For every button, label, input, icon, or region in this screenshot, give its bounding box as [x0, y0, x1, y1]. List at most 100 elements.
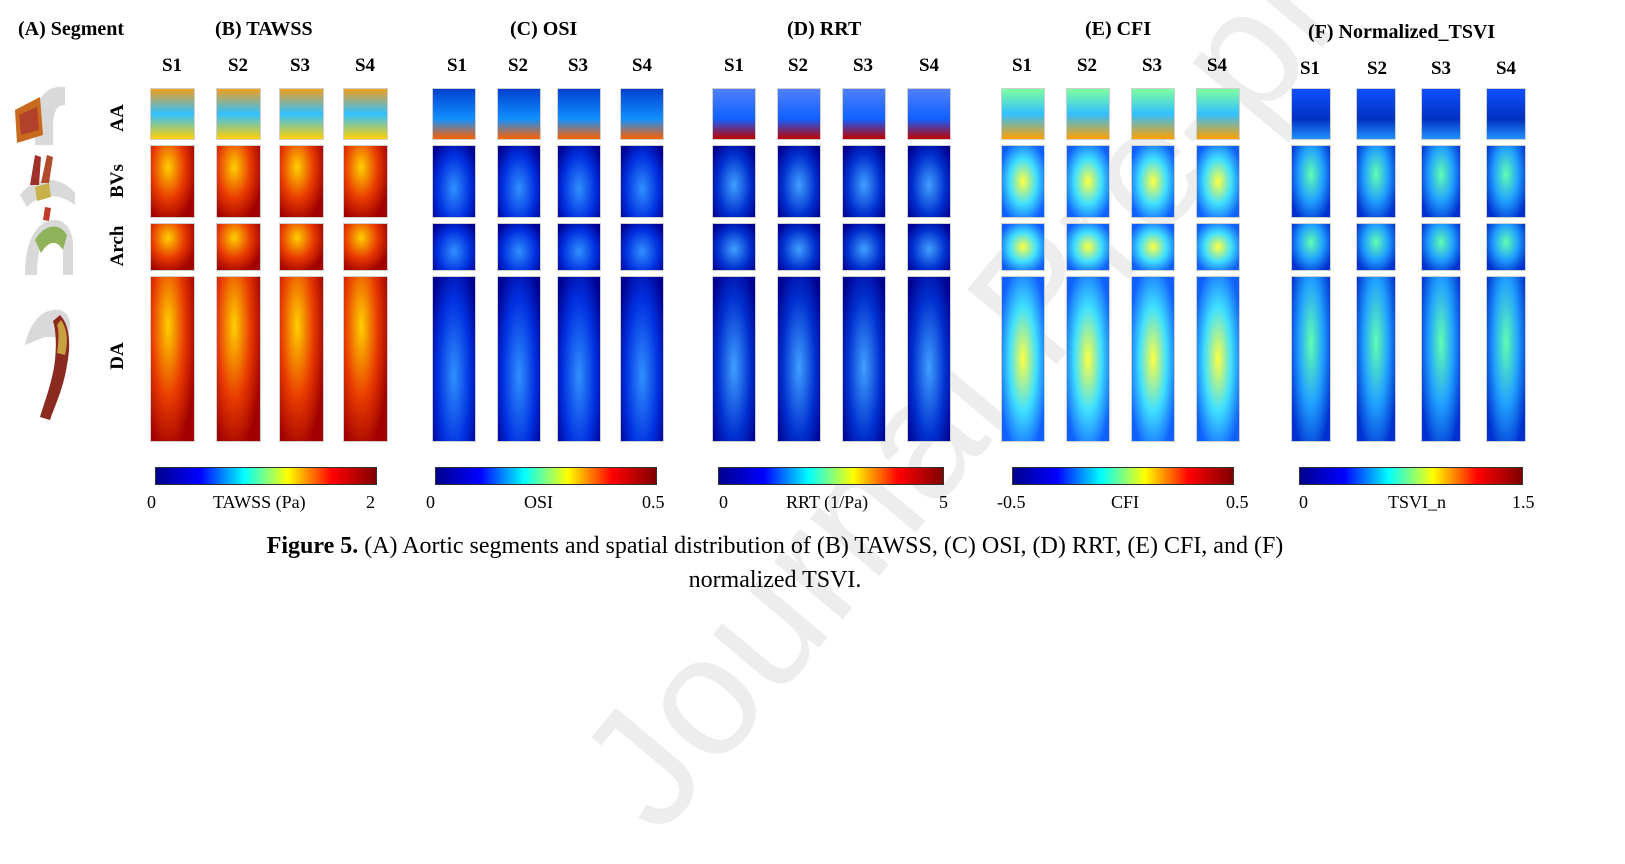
heatmap-osi-da-s3 [557, 276, 601, 442]
heatmap-cfi-bvs-s1 [1001, 145, 1045, 218]
panel-c-title: (C) OSI [510, 18, 578, 40]
heatmap-tawss-bvs-s4 [343, 145, 388, 218]
panel-b-title: (B) TAWSS [215, 18, 313, 40]
heatmap-cfi-arch-s4 [1196, 223, 1240, 271]
figure-caption-label: Figure 5. [266, 533, 359, 559]
figure-caption-line2: normalized TSVI. [688, 567, 862, 593]
heatmap-osi-aa-s4 [620, 88, 664, 140]
tsvi-label: TSVI_n [1388, 492, 1446, 512]
heatmap-tawss-arch-s2 [216, 223, 261, 271]
heatmap-tsvi-bvs-s3 [1421, 145, 1461, 218]
heatmap-osi-bvs-s1 [432, 145, 476, 218]
aorta-arch-thumbnail [25, 207, 73, 275]
heatmap-rrt-arch-s2 [777, 223, 821, 271]
heatmap-rrt-bvs-s2 [777, 145, 821, 218]
heatmap-tawss-arch-s3 [279, 223, 324, 271]
col-label-c-s2: S2 [507, 55, 529, 76]
heatmap-rrt-da-s3 [842, 276, 886, 442]
cfi-min-tick: -0.5 [997, 492, 1026, 512]
col-label-d-s4: S4 [918, 55, 940, 76]
cfi-label: CFI [1111, 492, 1140, 512]
heatmap-osi-arch-s2 [497, 223, 541, 271]
heatmap-osi-da-s1 [432, 276, 476, 442]
heatmap-tsvi-da-s3 [1421, 276, 1461, 442]
cfi-max-tick: 0.5 [1226, 492, 1249, 512]
heatmap-tsvi-arch-s3 [1421, 223, 1461, 271]
heatmap-cfi-da-s4 [1196, 276, 1240, 442]
rrt-label: RRT (1/Pa) [786, 492, 869, 512]
col-label-f-s4: S4 [1495, 58, 1517, 79]
col-label-d-s2: S2 [787, 55, 809, 76]
col-label-f-s1: S1 [1299, 58, 1321, 79]
heatmap-tawss-aa-s4 [343, 88, 388, 140]
heatmap-cfi-da-s1 [1001, 276, 1045, 442]
heatmap-cfi-arch-s3 [1131, 223, 1175, 271]
heatmap-tsvi-da-s4 [1486, 276, 1526, 442]
aorta-bvs-thumbnail [20, 155, 75, 207]
col-label-e-s4: S4 [1206, 55, 1228, 76]
heatmap-rrt-aa-s1 [712, 88, 756, 140]
tawss-min-tick: 0 [147, 492, 156, 512]
col-label-e-s3: S3 [1141, 55, 1163, 76]
heatmap-rrt-bvs-s3 [842, 145, 886, 218]
heatmap-tsvi-arch-s4 [1486, 223, 1526, 271]
col-label-d-s3: S3 [852, 55, 874, 76]
heatmap-tsvi-da-s1 [1291, 276, 1331, 442]
panel-f-title: (F) Normalized_TSVI [1308, 21, 1496, 43]
colorbar-cfi [1012, 467, 1234, 485]
heatmap-osi-bvs-s4 [620, 145, 664, 218]
colorbar-tawss [155, 467, 377, 485]
tawss-label: TAWSS (Pa) [213, 492, 306, 512]
osi-max-tick: 0.5 [642, 492, 665, 512]
heatmap-cfi-bvs-s4 [1196, 145, 1240, 218]
figure-caption: Figure 5. (A) Aortic segments and spatia… [0, 533, 1550, 560]
aorta-da-thumbnail [25, 309, 71, 420]
heatmap-cfi-da-s2 [1066, 276, 1110, 442]
heatmap-cfi-da-s3 [1131, 276, 1175, 442]
heatmap-cfi-bvs-s3 [1131, 145, 1175, 218]
col-label-e-s2: S2 [1076, 55, 1098, 76]
rrt-min-tick: 0 [719, 492, 728, 512]
heatmap-cfi-aa-s1 [1001, 88, 1045, 140]
heatmap-rrt-arch-s1 [712, 223, 756, 271]
osi-label: OSI [524, 492, 554, 512]
heatmap-rrt-bvs-s1 [712, 145, 756, 218]
heatmap-rrt-da-s4 [907, 276, 951, 442]
col-label-b-s1: S1 [161, 55, 183, 76]
heatmap-tawss-da-s4 [343, 276, 388, 442]
heatmap-osi-arch-s4 [620, 223, 664, 271]
heatmap-osi-arch-s3 [557, 223, 601, 271]
heatmap-rrt-da-s1 [712, 276, 756, 442]
heatmap-tsvi-bvs-s1 [1291, 145, 1331, 218]
heatmap-tsvi-arch-s2 [1356, 223, 1396, 271]
tsvi-max-tick: 1.5 [1512, 492, 1535, 512]
figure-caption-text: (A) Aortic segments and spatial distribu… [358, 533, 1284, 559]
heatmap-osi-da-s4 [620, 276, 664, 442]
colorbar-tsvi [1299, 467, 1523, 485]
heatmap-tawss-arch-s4 [343, 223, 388, 271]
panel-e-title: (E) CFI [1085, 18, 1152, 40]
panel-a-title: (A) Segment [18, 18, 125, 40]
heatmap-tawss-bvs-s3 [279, 145, 324, 218]
heatmap-cfi-bvs-s2 [1066, 145, 1110, 218]
heatmap-tawss-aa-s3 [279, 88, 324, 140]
heatmap-rrt-aa-s4 [907, 88, 951, 140]
heatmap-cfi-aa-s3 [1131, 88, 1175, 140]
heatmap-tawss-da-s1 [150, 276, 195, 442]
heatmap-rrt-aa-s3 [842, 88, 886, 140]
col-label-e-s1: S1 [1011, 55, 1033, 76]
col-label-f-s2: S2 [1366, 58, 1388, 79]
heatmap-rrt-arch-s3 [842, 223, 886, 271]
heatmap-osi-aa-s3 [557, 88, 601, 140]
heatmap-cfi-aa-s2 [1066, 88, 1110, 140]
heatmap-rrt-arch-s4 [907, 223, 951, 271]
heatmap-tsvi-da-s2 [1356, 276, 1396, 442]
aorta-segment-thumbnails [15, 87, 75, 420]
heatmap-cfi-arch-s2 [1066, 223, 1110, 271]
col-label-b-s3: S3 [289, 55, 311, 76]
heatmap-rrt-aa-s2 [777, 88, 821, 140]
panel-d-title: (D) RRT [787, 18, 862, 40]
col-label-f-s3: S3 [1430, 58, 1452, 79]
heatmap-tsvi-aa-s2 [1356, 88, 1396, 140]
heatmap-tsvi-arch-s1 [1291, 223, 1331, 271]
